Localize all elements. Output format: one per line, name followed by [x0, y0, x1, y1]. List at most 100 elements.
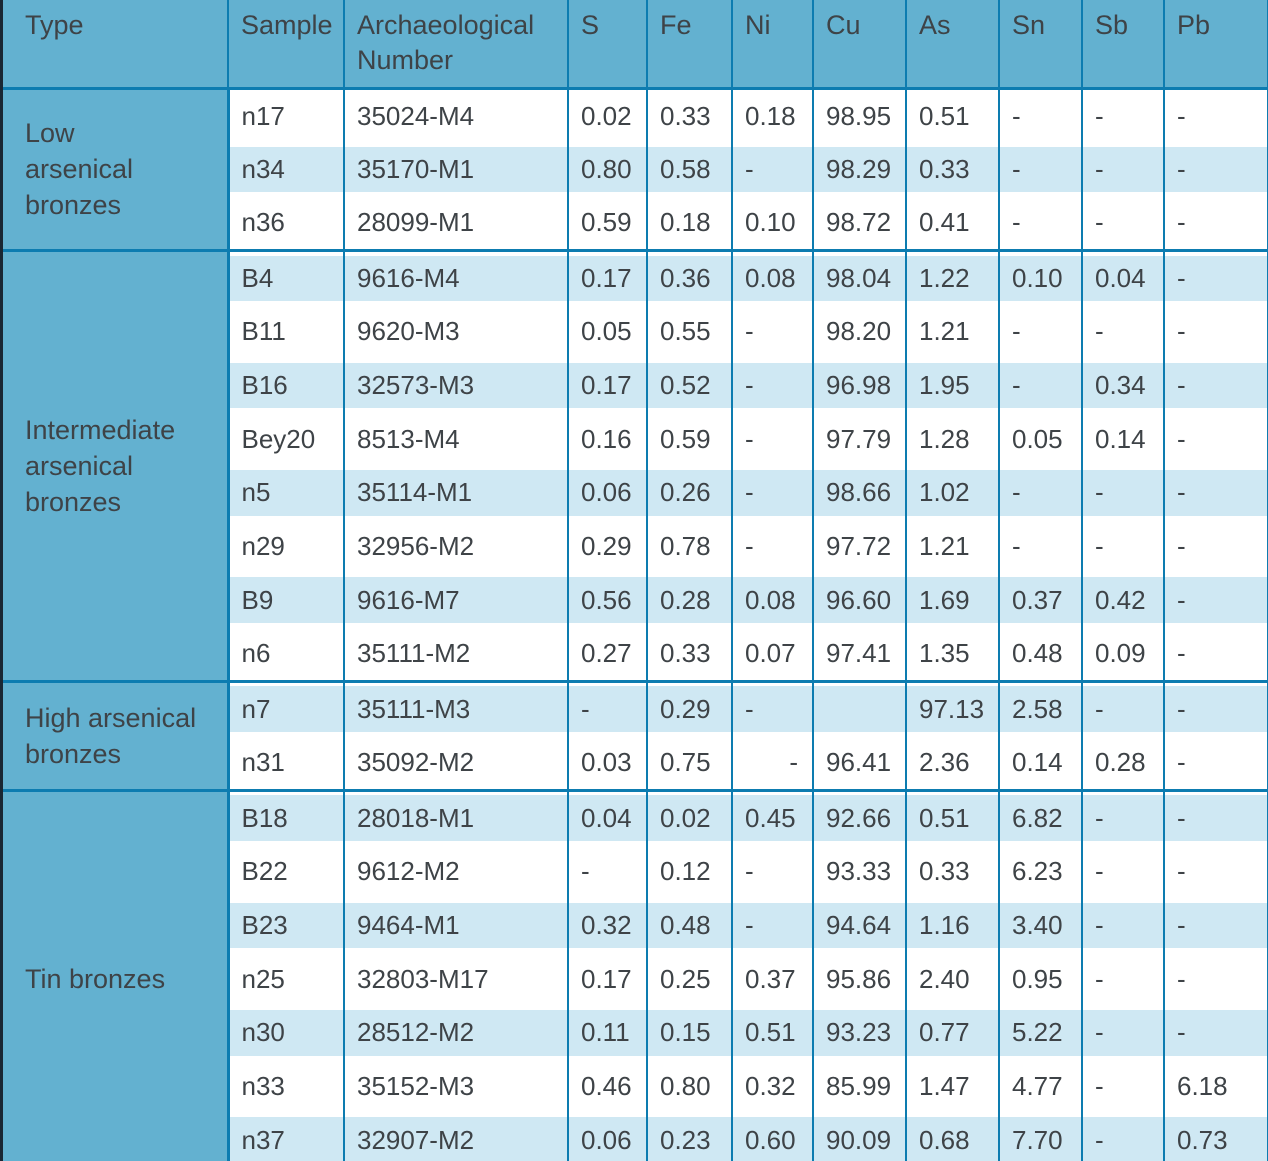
value-cell-ni-text: 0.07 — [745, 637, 796, 668]
value-cell-pb-text: - — [1177, 746, 1186, 777]
value-cell-ni-text: - — [745, 316, 754, 347]
value-cell-cu: 95.86 — [812, 952, 906, 1006]
table-row: n34 35170-M1 0.80 0.58 - 98.29 0.33 - - - — [3, 142, 1268, 197]
value-cell-sb: - — [1081, 466, 1164, 520]
value-cell-sb-text: - — [1095, 802, 1104, 833]
value-cell-fe-text: 0.28 — [660, 584, 711, 615]
value-cell-sb-text: 0.09 — [1095, 637, 1146, 668]
sample-cell-text: B22 — [241, 856, 288, 887]
value-cell-as: 2.36 — [905, 735, 999, 791]
value-cell-sb: 0.14 — [1081, 412, 1164, 467]
value-cell-fe: 0.52 — [646, 358, 732, 413]
value-cell-cu: 85.99 — [812, 1059, 906, 1114]
value-cell-fe-text: 0.78 — [660, 531, 711, 562]
value-cell-as: 1.35 — [905, 626, 999, 682]
value-cell-pb-text: - — [1177, 856, 1186, 887]
value-cell-fe: 0.23 — [646, 1113, 732, 1161]
archaeological-number-cell: 8513-M4 — [343, 412, 568, 467]
value-cell-cu-text: 96.98 — [826, 370, 892, 401]
value-cell-s: 0.06 — [567, 466, 647, 520]
value-cell-pb-text: - — [1177, 263, 1186, 294]
value-cell-s-text: 0.06 — [581, 477, 632, 508]
value-cell-as: 0.77 — [905, 1005, 999, 1060]
value-cell-sb: - — [1081, 142, 1164, 197]
value-cell-fe-text: 0.48 — [660, 909, 711, 940]
value-cell-pb-text: 0.73 — [1177, 1124, 1228, 1155]
archaeological-number-cell-text: 9464-M1 — [357, 909, 460, 940]
sample-cell-text: B16 — [241, 370, 288, 401]
value-cell-s-text: 0.80 — [581, 153, 632, 184]
value-cell-cu-text: 85.99 — [826, 1070, 892, 1101]
column-header-label: Pb — [1177, 10, 1211, 40]
value-cell-cu-text — [814, 687, 905, 732]
value-cell-sb-text: - — [1095, 531, 1104, 562]
value-cell-sb-text: - — [1095, 909, 1104, 940]
value-cell-as-text: 97.13 — [919, 693, 985, 724]
column-header-label: Type — [25, 10, 84, 40]
value-cell-as-text: 0.68 — [919, 1124, 970, 1155]
value-cell-cu: 98.66 — [812, 466, 906, 520]
value-cell-pb-text: - — [1177, 370, 1186, 401]
value-cell-sn: 6.82 — [998, 788, 1082, 845]
value-cell-sn: 4.77 — [998, 1059, 1082, 1114]
value-cell-sb-text: - — [1095, 316, 1104, 347]
value-cell-ni: - — [731, 844, 813, 899]
value-cell-s-text: - — [581, 693, 590, 724]
value-cell-sn: 0.14 — [998, 735, 1082, 791]
value-cell-fe-text: 0.55 — [660, 316, 711, 347]
value-cell-ni-text: 0.18 — [745, 100, 796, 131]
value-cell-as: 1.21 — [905, 305, 999, 359]
value-cell-fe: 0.15 — [646, 1005, 732, 1060]
value-cell-fe: 0.12 — [646, 844, 732, 899]
archaeological-number-cell: 28099-M1 — [343, 196, 568, 251]
value-cell-s: 0.04 — [567, 788, 647, 845]
sample-cell-text: B9 — [241, 584, 274, 615]
value-cell-ni-text: 0.08 — [745, 584, 796, 615]
column-header-label: Sample — [241, 10, 333, 40]
value-cell-sb: - — [1081, 86, 1164, 143]
sample-cell-text: n5 — [241, 477, 271, 508]
value-cell-fe-text: 0.36 — [660, 263, 711, 294]
table-body: Low arsenical bronzes n17 35024-M4 0.02 0.33… — [3, 86, 1268, 1161]
sample-cell-text: B11 — [241, 316, 286, 347]
archaeological-number-cell-text: 9612-M2 — [357, 856, 460, 887]
value-cell-sn-text: - — [1012, 477, 1021, 508]
group-type-label: Intermediate arsenical bronzes — [25, 415, 176, 518]
value-cell-ni-text: - — [745, 477, 754, 508]
value-cell-pb: - — [1163, 196, 1268, 251]
value-cell-sb: - — [1081, 1005, 1164, 1060]
value-cell-ni: - — [731, 679, 813, 736]
value-cell-s: 0.80 — [567, 142, 647, 197]
value-cell-cu-text: 90.09 — [826, 1124, 892, 1155]
group-type-cell-intermediate-arsenical-bronzes: Intermediate arsenical bronzes — [3, 249, 230, 683]
value-cell-ni: 0.10 — [731, 196, 813, 251]
value-cell-sn-text: 0.48 — [1012, 637, 1063, 668]
value-cell-sb-text: - — [1095, 856, 1104, 887]
value-cell-sn-text: - — [1012, 207, 1021, 238]
value-cell-ni: 0.08 — [731, 573, 813, 627]
value-cell-cu-text: 95.86 — [826, 963, 892, 994]
value-cell-s-text: 0.56 — [581, 584, 632, 615]
archaeological-number-cell-text: 35092-M2 — [357, 746, 475, 777]
value-cell-cu: 98.95 — [812, 86, 906, 143]
archaeological-number-cell: 35111-M3 — [343, 679, 568, 736]
value-cell-cu: 98.20 — [812, 305, 906, 359]
value-cell-s-text: - — [581, 856, 590, 887]
value-cell-cu-text: 97.41 — [826, 637, 892, 668]
value-cell-s-text: 0.32 — [581, 909, 632, 940]
value-cell-s-text: 0.29 — [581, 531, 632, 562]
value-cell-sn-text: 7.70 — [1012, 1124, 1063, 1155]
sample-cell-text: n25 — [241, 963, 285, 994]
value-cell-sn-text: 6.82 — [1012, 802, 1063, 833]
value-cell-fe: 0.59 — [646, 412, 732, 467]
column-header-label: Archaeological Number — [357, 10, 535, 75]
archaeological-number-cell: 35092-M2 — [343, 735, 568, 791]
value-cell-cu: 92.66 — [812, 788, 906, 845]
value-cell-pb-text: - — [1177, 693, 1186, 724]
table-row: Bey20 8513-M4 0.16 0.59-97.79 1.28 0.05 0.14- — [3, 412, 1268, 467]
value-cell-pb: - — [1163, 305, 1268, 359]
sample-cell: n29 — [227, 519, 344, 574]
value-cell-sb: - — [1081, 844, 1164, 899]
column-header-archaeological-number: Archaeological Number — [343, 0, 568, 90]
value-cell-cu-text: 98.72 — [826, 207, 892, 238]
